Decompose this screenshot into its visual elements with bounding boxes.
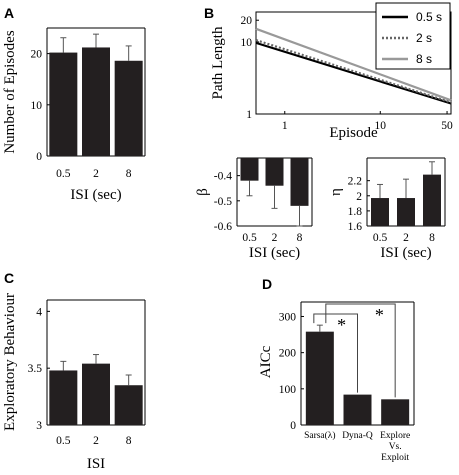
bar [397, 198, 415, 226]
x-tick-label: 1 [282, 120, 288, 132]
bar [49, 52, 78, 156]
x-tick-label: 8 [126, 168, 132, 180]
significance-star: * [337, 315, 346, 335]
bar [265, 158, 284, 186]
x-axis-title: ISI [87, 456, 105, 472]
y-tick-label: 100 [279, 384, 297, 396]
x-tick-label: 8 [126, 435, 132, 447]
y-axis-title: β [195, 188, 211, 196]
bar [82, 363, 110, 425]
x-axis-title: Episode [329, 125, 378, 141]
y-axis-title: AICc [258, 345, 274, 378]
x-tick-label: Dyna-Q [342, 431, 373, 441]
y-tick-label: 3.5 [28, 363, 43, 375]
bar [371, 198, 389, 226]
y-tick-label: -0.6 [214, 221, 232, 233]
y-axis-title: Exploratory Behaviour [2, 293, 18, 431]
panel-letter: C [4, 270, 14, 286]
y-tick-label: 1.6 [348, 221, 363, 233]
bar [240, 158, 259, 181]
series-line-2 [255, 27, 452, 102]
legend-label: 0.5 s [416, 10, 442, 24]
x-tick-label: 0.5 [56, 168, 71, 180]
bar [343, 394, 372, 425]
x-tick-label: 0.5 [373, 232, 388, 244]
y-tick-label: 2 [356, 191, 362, 203]
x-tick-label: 2 [93, 435, 99, 447]
y-tick-label: 300 [279, 311, 297, 323]
x-tick-label: 8 [429, 232, 435, 244]
bar [290, 158, 309, 206]
y-tick-label: 0 [290, 420, 296, 432]
x-tick-label: 2 [272, 232, 278, 244]
x-tick-label: Exploit [381, 453, 409, 463]
x-tick-label: 10 [375, 120, 387, 132]
y-axis-title: Number of Episodes [2, 30, 18, 153]
y-tick-label: 10 [31, 100, 43, 112]
panel-letter: B [204, 5, 214, 21]
legend-label: 2 s [416, 31, 432, 45]
x-tick-label: Vs. [389, 442, 402, 452]
y-tick-label: 1 [246, 109, 252, 121]
plot-frame [255, 11, 452, 115]
bar [49, 370, 78, 425]
bar [381, 399, 410, 425]
bar [82, 47, 110, 156]
y-tick-label: 0 [36, 151, 42, 163]
y-tick-label: 20 [31, 49, 43, 61]
y-tick-label: 200 [279, 348, 297, 360]
y-tick-label: -0.4 [214, 171, 232, 183]
y-tick-label: 4 [36, 306, 42, 318]
bar [423, 174, 441, 226]
significance-bracket [325, 303, 396, 398]
y-tick-label: 3 [36, 420, 42, 432]
x-tick-label: 2 [403, 232, 409, 244]
legend-label: 8 s [416, 52, 432, 66]
x-tick-label: 8 [297, 232, 303, 244]
bar [114, 60, 143, 156]
panel-letter: D [262, 276, 272, 292]
significance-star: * [375, 305, 384, 325]
x-axis-title: ISI (sec) [70, 187, 121, 203]
x-tick-label: 0.5 [56, 435, 71, 447]
series-line-0 [255, 41, 452, 105]
x-tick-label: Explore [380, 431, 410, 441]
y-tick-label: -0.5 [214, 196, 232, 208]
bar [114, 385, 143, 425]
x-tick-label: 50 [441, 120, 453, 132]
significance-bracket [313, 313, 358, 393]
y-tick-label: 20 [241, 15, 253, 27]
x-tick-label: Sarsa(λ) [304, 430, 336, 441]
x-tick-label: 0.5 [242, 232, 257, 244]
y-tick-label: 2.2 [348, 176, 363, 188]
bar [305, 331, 334, 425]
y-axis-title: Path Length [210, 26, 226, 99]
x-axis-title: ISI (sec) [249, 245, 300, 261]
y-tick-label: 1.8 [348, 206, 363, 218]
panel-letter: A [4, 5, 14, 21]
y-tick-label: 10 [241, 37, 253, 49]
x-axis-title: ISI (sec) [380, 245, 431, 261]
y-axis-title: η [328, 188, 344, 196]
x-tick-label: 2 [93, 168, 99, 180]
